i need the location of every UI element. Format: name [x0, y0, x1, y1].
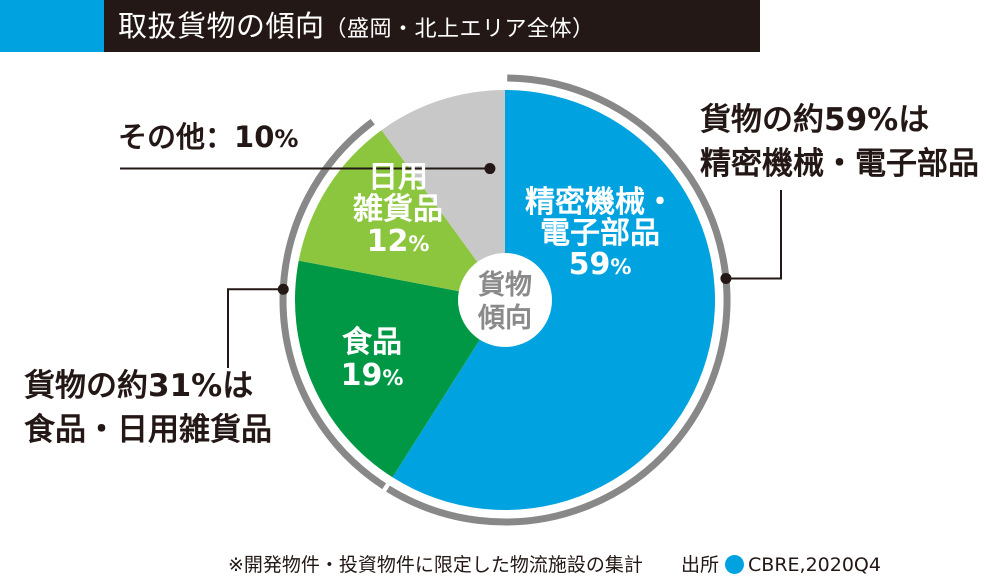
- slice-electronics: [392, 90, 716, 511]
- source-dot-icon: [725, 555, 745, 574]
- source-name: CBRE,2020Q4: [748, 554, 881, 576]
- chart-title: 取扱貨物の傾向（盛岡・北上エリア全体）: [118, 8, 595, 48]
- slice-name-other: その他：: [118, 120, 235, 154]
- slice-daily-goods: [298, 130, 505, 300]
- source-label: 出所: [681, 554, 720, 576]
- callout-food-line-2: 食品・日用雑貨品: [24, 412, 272, 448]
- title-background: [104, 0, 760, 52]
- slice-label-other: その他：10%: [118, 114, 298, 156]
- label-food-name-1: 食品: [342, 325, 402, 360]
- callout-food-goods: 貨物の約31%は 食品・日用雑貨品: [24, 364, 272, 452]
- slice-other: [381, 90, 505, 300]
- callout-electronics: 貨物の約59%は 精密機械・電子部品: [700, 98, 979, 186]
- label-food-value: 19%: [341, 358, 404, 393]
- center-label-2: 傾向: [477, 302, 532, 334]
- arc-electronics: [386, 74, 731, 526]
- leader-line-food-goods: [227, 288, 284, 368]
- title-bar: 取扱貨物の傾向（盛岡・北上エリア全体）: [0, 0, 760, 52]
- footer-note: ※開発物件・投資物件に限定した物流施設の集計: [228, 554, 643, 576]
- chart-title-main: 取扱貨物の傾向: [118, 9, 325, 43]
- label-daily-goods-name-1: 日用: [368, 160, 428, 195]
- leader-line-electronics: [725, 190, 782, 280]
- title-accent: [0, 0, 104, 52]
- label-electronics-value: 59%: [569, 247, 632, 282]
- footer: ※開発物件・投資物件に限定した物流施設の集計 出所 CBRE,2020Q4: [228, 550, 881, 577]
- label-electronics-name-1: 精密機械・: [525, 185, 675, 220]
- callout-electronics-line-2: 精密機械・電子部品: [700, 146, 979, 182]
- label-daily-goods-value: 12%: [367, 224, 430, 259]
- slice-value-other: 10: [234, 120, 275, 154]
- center-label-1: 貨物: [478, 269, 532, 301]
- arc-food-goods: [279, 118, 387, 490]
- slice-unit-other: %: [274, 125, 299, 153]
- label-daily-goods-name-2: 雑貨品: [352, 192, 443, 227]
- chart-title-sub: （盛岡・北上エリア全体）: [324, 17, 595, 42]
- slice-food: [295, 260, 505, 478]
- center-circle: [458, 253, 552, 347]
- callout-electronics-line-1: 貨物の約59%は: [700, 102, 930, 138]
- callout-food-line-1: 貨物の約31%は: [24, 368, 254, 404]
- label-electronics-name-2: 電子部品: [540, 216, 660, 251]
